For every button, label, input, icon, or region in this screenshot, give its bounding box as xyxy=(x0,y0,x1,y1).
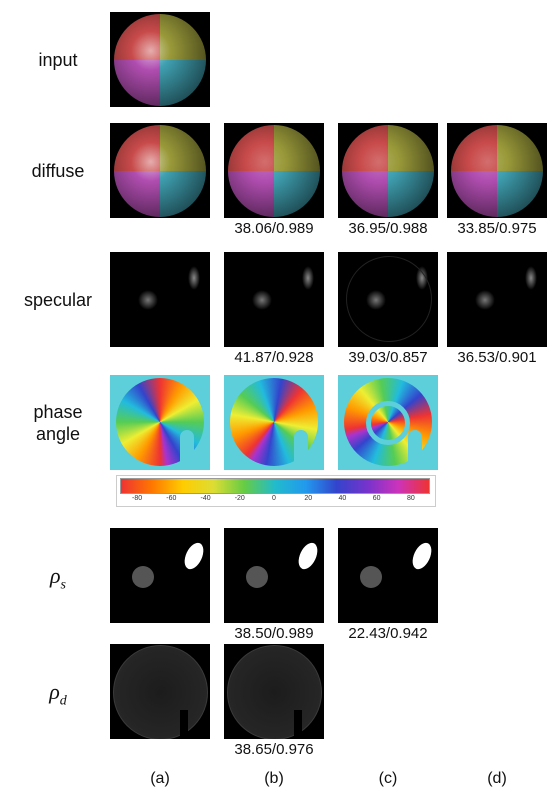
colorbar-frame xyxy=(116,475,436,507)
highlight xyxy=(188,266,200,290)
sphere xyxy=(451,125,543,217)
colorbar-tick: -60 xyxy=(156,495,186,502)
specular-region xyxy=(295,540,321,572)
albedo xyxy=(227,645,322,739)
result-image xyxy=(110,12,210,107)
diffuse-region xyxy=(246,566,268,588)
figure: input diffuse 38.06/0.98936.95/0.98833.85/… xyxy=(0,0,550,793)
result-image xyxy=(224,123,324,218)
metric: 41.87/0.928 xyxy=(217,349,331,366)
result-image xyxy=(224,528,324,623)
metric: 38.06/0.989 xyxy=(217,220,331,237)
column-label: (a) xyxy=(110,770,210,788)
outline xyxy=(346,256,432,342)
colorbar-tick: -40 xyxy=(191,495,221,502)
metric: 36.95/0.988 xyxy=(331,220,445,237)
sphere xyxy=(114,125,206,217)
notch xyxy=(180,430,194,470)
colorbar-tick: 60 xyxy=(362,495,392,502)
result-image xyxy=(110,252,210,347)
colorbar-tick: 20 xyxy=(293,495,323,502)
metric: 38.65/0.976 xyxy=(217,741,331,758)
column-label: (d) xyxy=(447,770,547,788)
column-label: (b) xyxy=(224,770,324,788)
albedo xyxy=(113,645,208,739)
metric: 33.85/0.975 xyxy=(440,220,550,237)
diffuse-region xyxy=(360,566,382,588)
subscript: d xyxy=(60,693,67,708)
notch xyxy=(180,710,188,739)
row-label: specular xyxy=(13,289,103,311)
result-image xyxy=(110,644,210,739)
symbol: ρ xyxy=(50,563,61,588)
result-image xyxy=(338,528,438,623)
colorbar-tick: 0 xyxy=(259,495,289,502)
result-image xyxy=(224,644,324,739)
symbol: ρ xyxy=(49,679,60,704)
result-image xyxy=(110,123,210,218)
notch xyxy=(294,430,308,470)
subscript: s xyxy=(61,577,66,592)
sphere xyxy=(114,14,206,106)
result-image xyxy=(110,375,210,470)
result-image xyxy=(447,252,547,347)
specular-region xyxy=(409,540,435,572)
row-label: phase angle xyxy=(13,401,103,445)
colorbar-tick: 80 xyxy=(396,495,426,502)
row-label: input xyxy=(13,49,103,71)
highlight xyxy=(252,290,272,310)
specular-region xyxy=(181,540,207,572)
result-image xyxy=(224,375,324,470)
result-image xyxy=(110,528,210,623)
notch xyxy=(294,710,302,739)
diffuse-region xyxy=(132,566,154,588)
result-image xyxy=(447,123,547,218)
result-image xyxy=(224,252,324,347)
highlight xyxy=(525,266,537,290)
column-label: (c) xyxy=(338,770,438,788)
result-image xyxy=(338,252,438,347)
metric: 22.43/0.942 xyxy=(331,625,445,642)
metric: 38.50/0.989 xyxy=(217,625,331,642)
highlight xyxy=(138,290,158,310)
inner-ring xyxy=(366,401,410,445)
colorbar-tick: 40 xyxy=(327,495,357,502)
sphere xyxy=(228,125,320,217)
colorbar-tick: -80 xyxy=(122,495,152,502)
sphere xyxy=(342,125,434,217)
row-label: ρd xyxy=(13,681,103,712)
notch xyxy=(408,430,422,470)
highlight xyxy=(475,290,495,310)
result-image xyxy=(338,375,438,470)
metric: 39.03/0.857 xyxy=(331,349,445,366)
colorbar-tick: -20 xyxy=(225,495,255,502)
row-label: ρs xyxy=(13,565,103,596)
row-label: diffuse xyxy=(13,160,103,182)
metric: 36.53/0.901 xyxy=(440,349,550,366)
highlight xyxy=(302,266,314,290)
result-image xyxy=(338,123,438,218)
